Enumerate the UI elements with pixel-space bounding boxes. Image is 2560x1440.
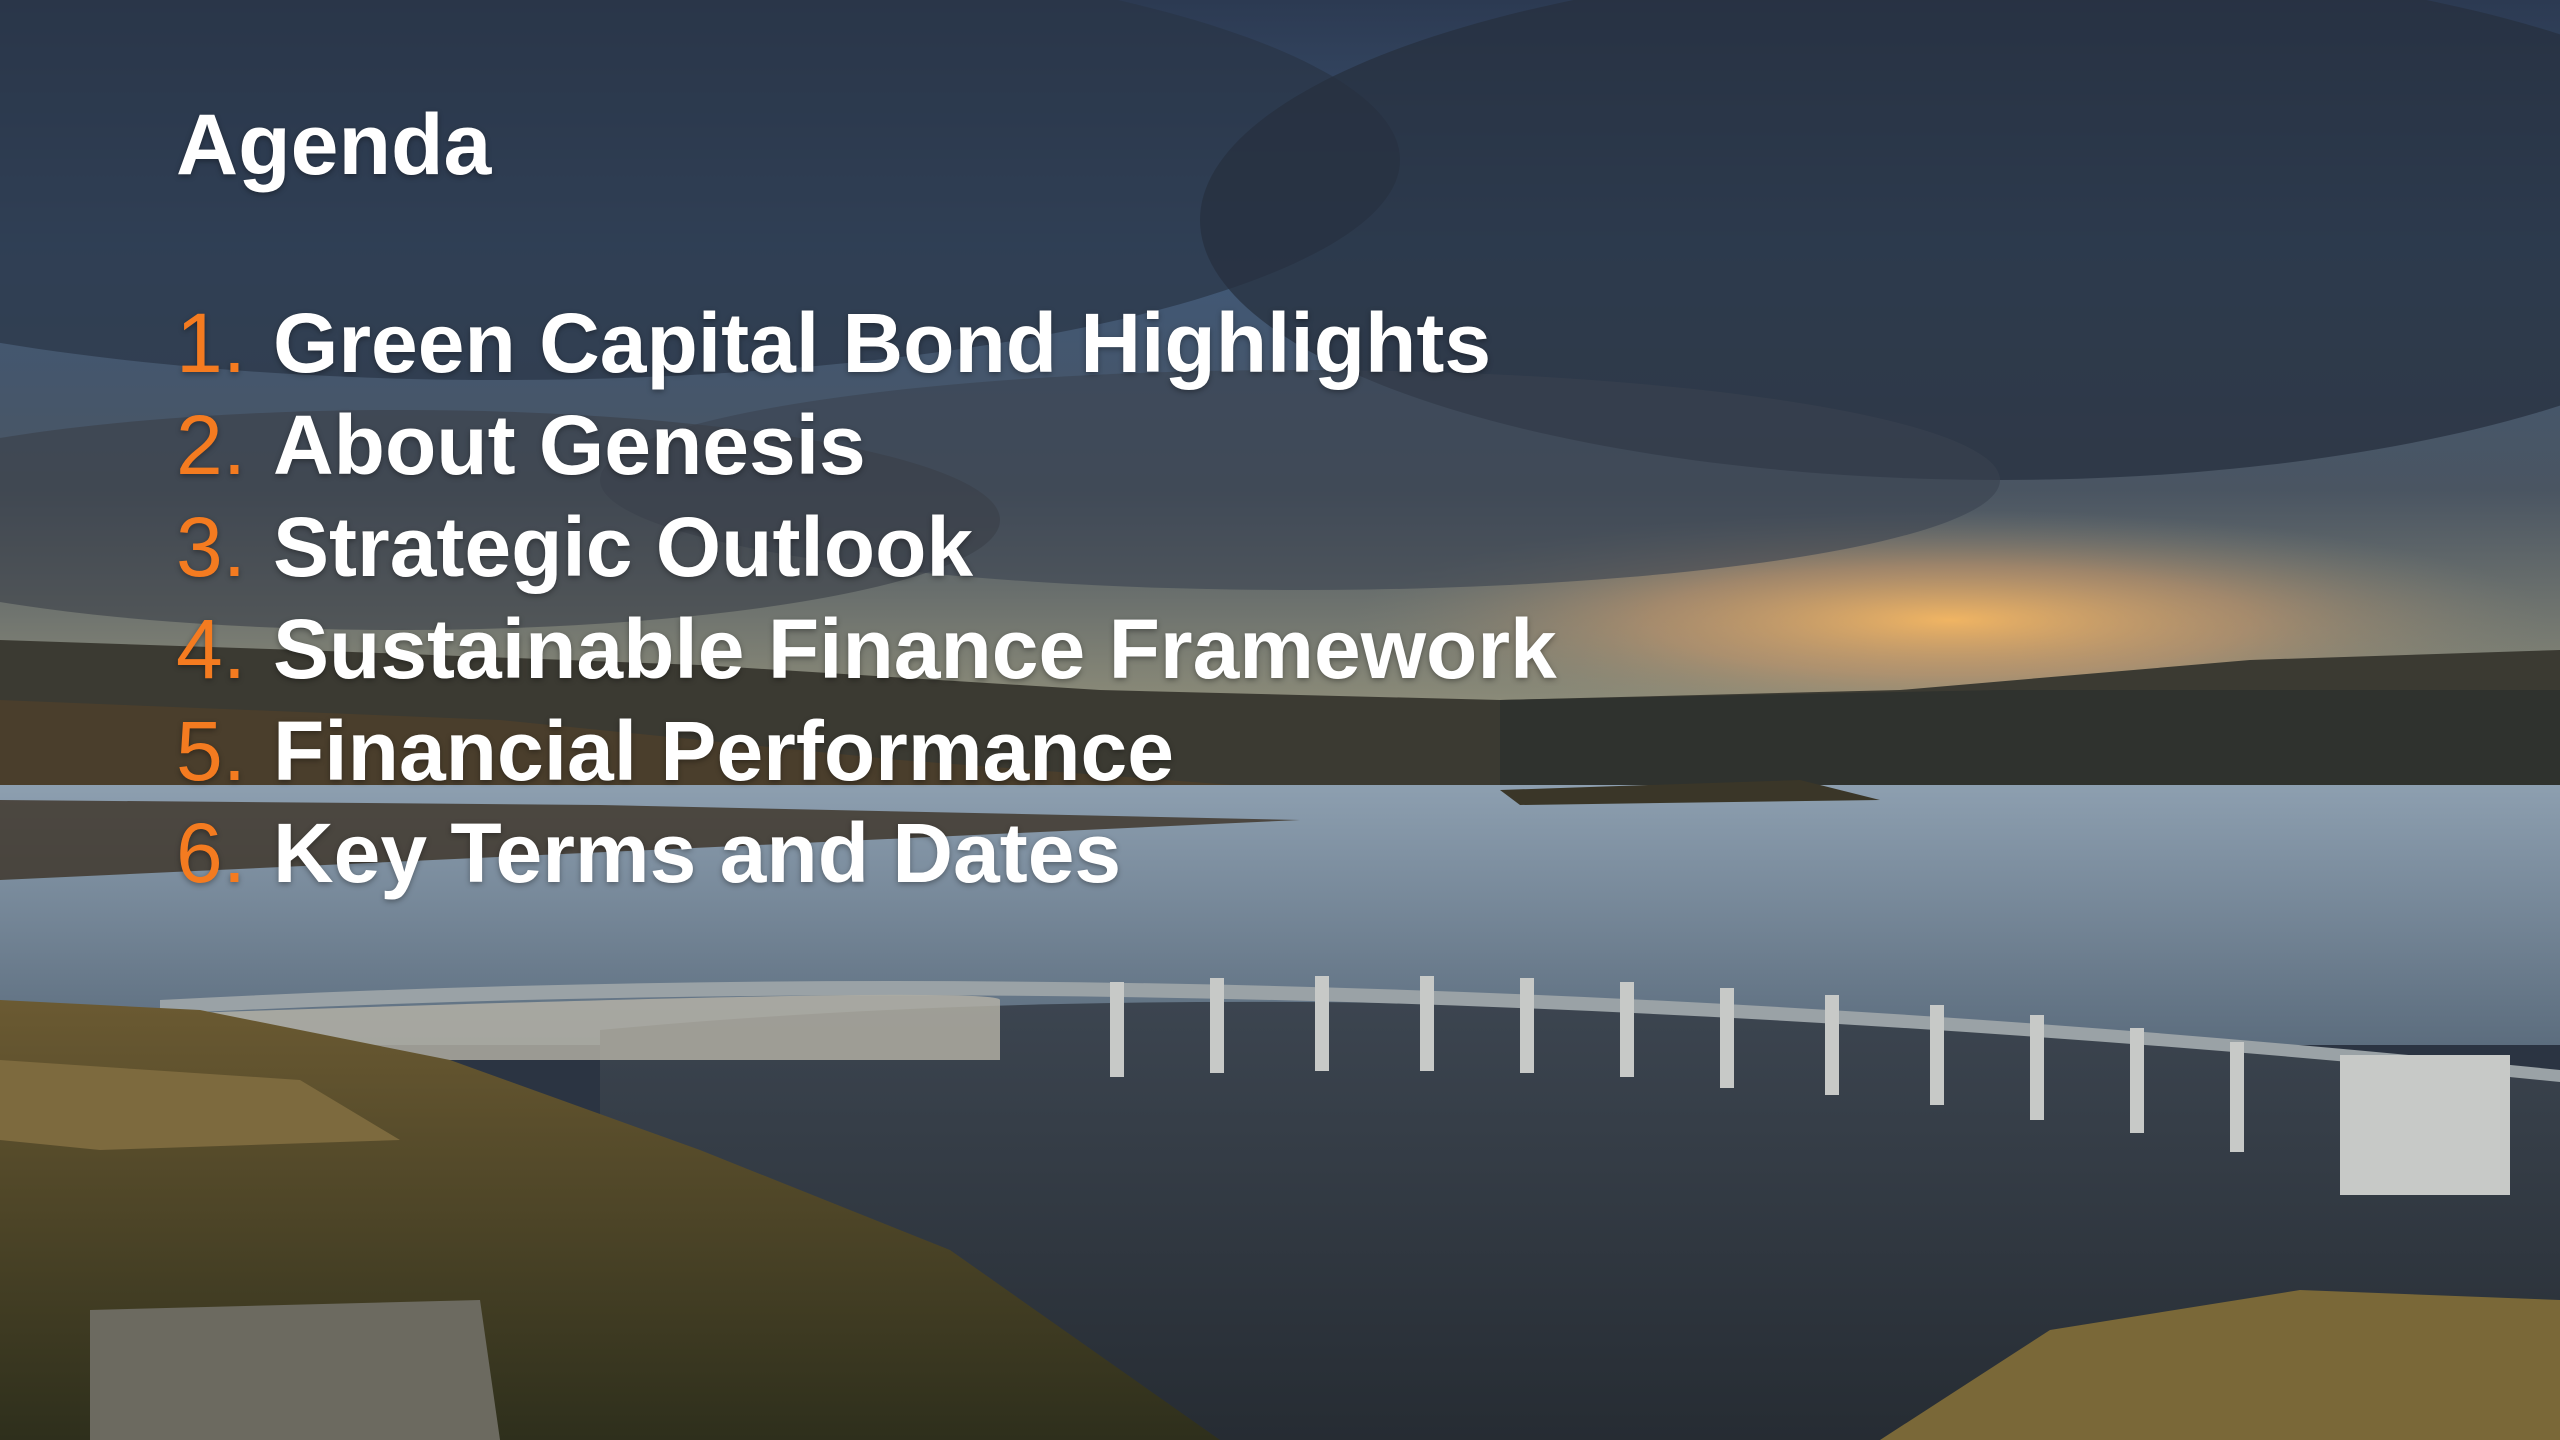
slide: Agenda 1.Green Capital Bond Highlights2.…: [0, 0, 2560, 1440]
item-number: 1.: [176, 292, 273, 394]
item-number: 6.: [176, 802, 273, 904]
item-number: 5.: [176, 700, 273, 802]
item-text: Green Capital Bond Highlights: [273, 296, 1491, 390]
item-number: 4.: [176, 598, 273, 700]
agenda-item: 2.About Genesis: [176, 394, 1557, 496]
agenda-item: 3.Strategic Outlook: [176, 496, 1557, 598]
item-text: Financial Performance: [273, 704, 1174, 798]
item-number: 2.: [176, 394, 273, 496]
agenda-item: 5.Financial Performance: [176, 700, 1557, 802]
agenda-item: 4.Sustainable Finance Framework: [176, 598, 1557, 700]
agenda-item: 6.Key Terms and Dates: [176, 802, 1557, 904]
item-text: Sustainable Finance Framework: [273, 602, 1557, 696]
item-number: 3.: [176, 496, 273, 598]
item-text: About Genesis: [273, 398, 866, 492]
item-text: Strategic Outlook: [273, 500, 973, 594]
item-text: Key Terms and Dates: [273, 806, 1121, 900]
agenda-item: 1.Green Capital Bond Highlights: [176, 292, 1557, 394]
slide-title: Agenda: [176, 96, 491, 195]
